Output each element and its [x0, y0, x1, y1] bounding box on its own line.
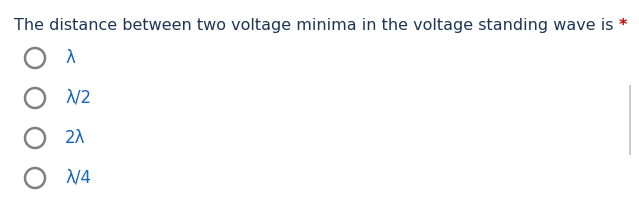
- Text: The distance between two voltage minima in the voltage standing wave is: The distance between two voltage minima …: [14, 18, 619, 33]
- Text: λ: λ: [65, 49, 75, 67]
- Text: λ/2: λ/2: [65, 89, 91, 107]
- Text: λ/4: λ/4: [65, 169, 91, 187]
- Text: *: *: [619, 18, 627, 33]
- Text: 2λ: 2λ: [65, 129, 86, 147]
